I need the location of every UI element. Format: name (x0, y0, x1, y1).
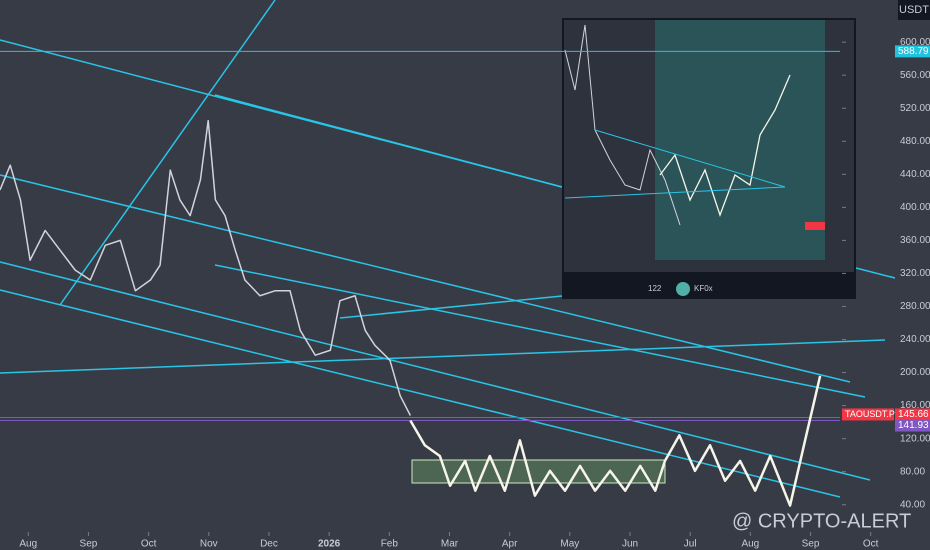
price-tag (895, 408, 930, 421)
inset: 122 KF0x (562, 18, 856, 299)
x-tick-label: 2026 (318, 539, 341, 550)
price-tag (895, 45, 930, 58)
y-tick-label: 480.00 (900, 136, 930, 147)
price-tag-value: 145.66 (898, 409, 929, 420)
x-tick-label: Oct (141, 539, 157, 550)
y-tick-label: 80.00 (900, 466, 925, 477)
y-tick-label: 280.00 (900, 301, 930, 312)
y-tick-label: 200.00 (900, 367, 930, 378)
range-box (411, 459, 666, 484)
y-tick-label: 520.00 (900, 103, 930, 114)
y-tick-label: 120.00 (900, 433, 930, 444)
y-tick-label: 400.00 (900, 202, 930, 213)
x-tick-label: Apr (502, 539, 518, 550)
currency-box (898, 0, 930, 20)
price-tag-name-box (842, 408, 894, 421)
x-tick-label: May (560, 539, 579, 550)
x-tick-label: Jun (622, 539, 638, 550)
x-tick-label: Sep (80, 539, 98, 550)
price-tag-value: 141.93 (898, 420, 929, 431)
x-tick-label: Oct (863, 539, 879, 550)
price-tag-value: 588.79 (898, 46, 929, 57)
x-tick-label: Nov (200, 539, 218, 550)
price-line (0, 119, 412, 416)
y-tick-label: 560.00 (900, 70, 930, 81)
y-tick-label: 360.00 (900, 235, 930, 246)
x-tick-label: Dec (260, 539, 278, 550)
price-tag-name: TAOUSDT.P (845, 409, 895, 419)
x-tick-label: Sep (802, 539, 820, 550)
y-tick-label: 240.00 (900, 334, 930, 345)
y-tick-label: 320.00 (900, 268, 930, 279)
inset-author: KF0x (694, 284, 713, 293)
x-tick-label: Aug (19, 539, 37, 550)
y-tick-label: 160.00 (900, 400, 930, 411)
trend-lines (0, 0, 896, 498)
inset-views: 122 (648, 284, 662, 293)
currency: USDT (899, 4, 929, 16)
price-tag (895, 419, 930, 432)
y-tick-label: 40.00 (900, 499, 925, 510)
price-line (409, 375, 822, 507)
x-tick-label: Mar (441, 539, 459, 550)
watermark: @ CRYPTO-ALERT (732, 510, 911, 532)
x-tick-label: Feb (381, 539, 399, 550)
y-tick-label: 600.00 (900, 37, 930, 48)
x-tick-label: Aug (741, 539, 759, 550)
y-tick-label: 440.00 (900, 169, 930, 180)
x-tick-label: Jul (684, 539, 697, 550)
